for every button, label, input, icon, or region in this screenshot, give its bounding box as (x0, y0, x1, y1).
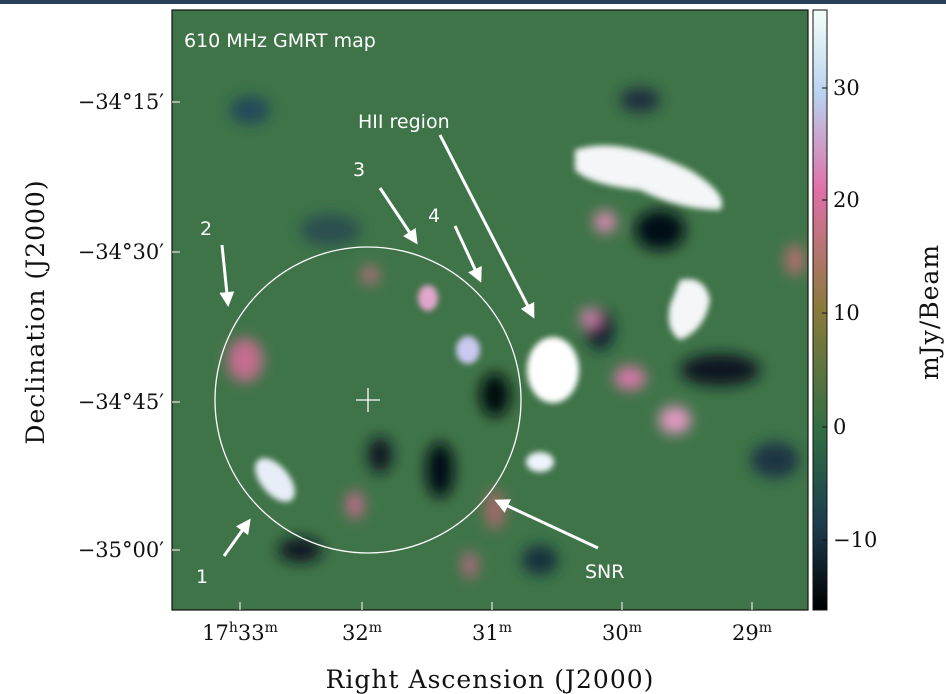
colorbar-tick-label: 0 (833, 415, 846, 439)
x-ticks: 17h33m 32m 31m 30m 29m (202, 602, 772, 645)
x-tick-part: 31 (472, 621, 499, 645)
x-tick-label: 29m (732, 620, 772, 645)
x-tick-label: 32m (342, 620, 382, 645)
x-tick-part: 33 (238, 621, 265, 645)
x-axis-label: Right Ascension (J2000) (326, 665, 655, 694)
hii-label: HII region (358, 111, 450, 133)
colorbar-tick-label: −10 (833, 528, 877, 552)
y-ticks: −34°15′ −34°30′ −34°45′ −35°00′ (78, 90, 180, 562)
colorbar-tick-label: 30 (833, 76, 860, 100)
arrows (219, 134, 599, 557)
source-label: 1 (196, 566, 208, 588)
map-frame (171, 9, 809, 611)
x-tick-part: 32 (342, 621, 369, 645)
x-tick-part: m (499, 620, 512, 636)
y-tick-label: −34°15′ (78, 90, 165, 114)
x-tick-part: 30 (602, 621, 629, 645)
x-tick-label: 31m (472, 620, 512, 645)
x-tick-part: m (369, 620, 382, 636)
x-tick-part: 17 (202, 621, 229, 645)
map-title: 610 MHz GMRT map (184, 30, 376, 52)
y-axis-label: Declination (J2000) (21, 179, 50, 444)
top-border (0, 0, 946, 4)
x-tick-part: m (629, 620, 642, 636)
source-label: 4 (428, 205, 440, 227)
radio-map (172, 10, 808, 610)
source-label: 2 (200, 218, 212, 240)
x-tick-part: 29 (732, 621, 759, 645)
y-tick-label: −34°45′ (78, 390, 165, 414)
x-tick-label: 30m (602, 620, 642, 645)
snr-label: SNR (585, 561, 624, 583)
x-tick-part: m (759, 620, 772, 636)
colorbar (812, 9, 828, 611)
y-tick-label: −35°00′ (78, 538, 165, 562)
y-tick-label: −34°30′ (78, 240, 165, 264)
x-tick-part: h (229, 620, 238, 636)
colorbar-tick-label: 10 (833, 301, 860, 325)
source-label: 3 (353, 159, 365, 181)
x-tick-label: 17h33m (202, 620, 278, 645)
colorbar-label: mJy/Beam (915, 244, 944, 380)
colorbar-ticks: 30 20 10 0 −10 (822, 76, 877, 552)
colorbar-tick-label: 20 (833, 188, 860, 212)
x-tick-part: m (265, 620, 278, 636)
